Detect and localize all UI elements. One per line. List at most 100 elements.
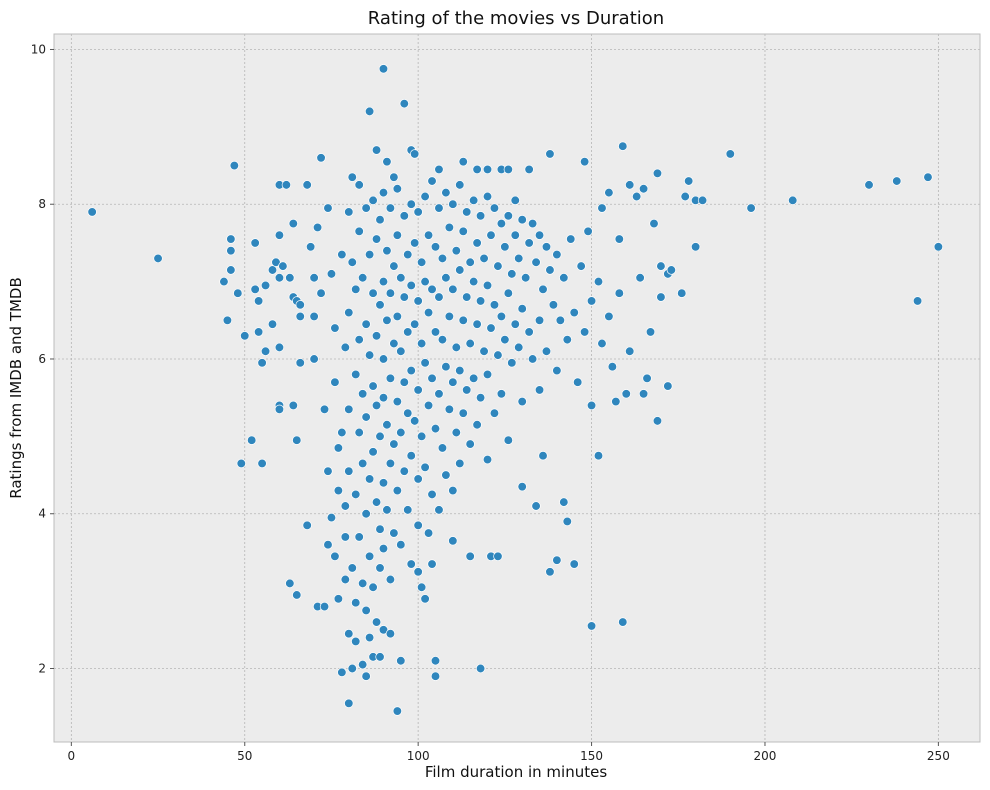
data-point bbox=[468, 373, 479, 383]
data-point bbox=[351, 636, 361, 647]
data-point bbox=[552, 249, 562, 260]
data-point bbox=[396, 540, 406, 550]
data-point bbox=[295, 358, 305, 368]
data-point bbox=[503, 288, 513, 298]
data-point bbox=[281, 180, 292, 190]
data-point bbox=[323, 466, 333, 476]
data-point bbox=[340, 532, 350, 542]
data-point bbox=[482, 454, 493, 465]
data-points bbox=[87, 64, 944, 716]
data-point bbox=[382, 315, 392, 325]
data-point bbox=[358, 389, 368, 399]
data-point bbox=[295, 311, 305, 322]
data-point bbox=[437, 334, 448, 345]
data-point bbox=[344, 466, 354, 476]
data-point bbox=[632, 191, 642, 202]
data-point bbox=[396, 346, 406, 356]
data-point bbox=[413, 474, 423, 484]
data-point bbox=[427, 284, 437, 294]
data-point bbox=[604, 187, 614, 198]
data-point bbox=[316, 153, 326, 163]
data-point bbox=[378, 543, 389, 554]
data-point bbox=[233, 288, 243, 298]
data-point bbox=[510, 230, 520, 240]
data-point bbox=[375, 431, 385, 442]
data-point bbox=[271, 257, 281, 267]
data-point bbox=[933, 242, 944, 252]
plot-area bbox=[54, 34, 980, 742]
data-point bbox=[392, 706, 402, 716]
data-point bbox=[406, 365, 416, 376]
data-point bbox=[448, 536, 458, 546]
data-point bbox=[912, 296, 923, 306]
data-point bbox=[358, 659, 368, 670]
data-point bbox=[396, 273, 406, 283]
data-point bbox=[503, 435, 513, 445]
data-point bbox=[410, 149, 420, 159]
data-point bbox=[434, 389, 444, 399]
data-point bbox=[330, 377, 340, 387]
data-point bbox=[462, 385, 472, 395]
data-point bbox=[510, 195, 520, 206]
data-point bbox=[309, 273, 319, 283]
data-point bbox=[566, 234, 576, 244]
x-axis-ticks: 0 50 100 150 200 250 bbox=[68, 742, 950, 763]
data-point bbox=[521, 273, 531, 283]
data-point bbox=[413, 296, 423, 306]
data-point bbox=[448, 485, 458, 496]
data-point bbox=[517, 482, 527, 492]
data-point bbox=[423, 230, 434, 240]
x-axis-label: Film duration in minutes bbox=[425, 763, 607, 781]
data-point bbox=[638, 184, 649, 194]
data-point bbox=[496, 389, 507, 399]
data-point bbox=[368, 582, 378, 592]
data-point bbox=[475, 393, 486, 403]
data-point bbox=[486, 323, 496, 333]
data-point bbox=[316, 288, 326, 298]
data-point bbox=[371, 331, 382, 341]
data-point bbox=[503, 164, 513, 175]
y-tick-label: 6 bbox=[38, 352, 46, 366]
data-point bbox=[430, 327, 441, 337]
data-point bbox=[330, 323, 340, 333]
data-point bbox=[361, 319, 371, 329]
data-point bbox=[354, 180, 364, 190]
data-point bbox=[378, 64, 389, 74]
data-point bbox=[548, 300, 559, 310]
data-point bbox=[337, 249, 347, 260]
data-point bbox=[406, 199, 416, 209]
data-point bbox=[364, 249, 375, 260]
data-point bbox=[923, 172, 933, 182]
data-point bbox=[260, 280, 271, 291]
data-point bbox=[524, 238, 534, 248]
data-point bbox=[326, 269, 337, 279]
data-point bbox=[292, 435, 302, 445]
y-tick-label: 8 bbox=[38, 197, 46, 211]
y-tick-label: 2 bbox=[38, 661, 46, 675]
data-point bbox=[257, 358, 267, 368]
data-point bbox=[472, 319, 482, 329]
data-point bbox=[87, 207, 97, 217]
data-point bbox=[399, 98, 409, 109]
data-point bbox=[465, 551, 475, 561]
data-point bbox=[236, 458, 246, 469]
data-point bbox=[330, 551, 340, 561]
data-point bbox=[451, 427, 461, 438]
data-point bbox=[465, 257, 475, 267]
data-point bbox=[358, 578, 368, 589]
data-point bbox=[892, 176, 902, 186]
data-point bbox=[458, 157, 468, 167]
data-point bbox=[482, 280, 493, 291]
data-point bbox=[344, 698, 354, 708]
data-point bbox=[340, 501, 350, 511]
data-point bbox=[368, 381, 378, 391]
data-point bbox=[375, 652, 385, 662]
data-point bbox=[645, 327, 656, 337]
data-point bbox=[403, 505, 413, 515]
data-point bbox=[410, 319, 420, 329]
plot-frame bbox=[53, 33, 981, 743]
data-point bbox=[344, 207, 354, 217]
data-point bbox=[441, 362, 451, 372]
